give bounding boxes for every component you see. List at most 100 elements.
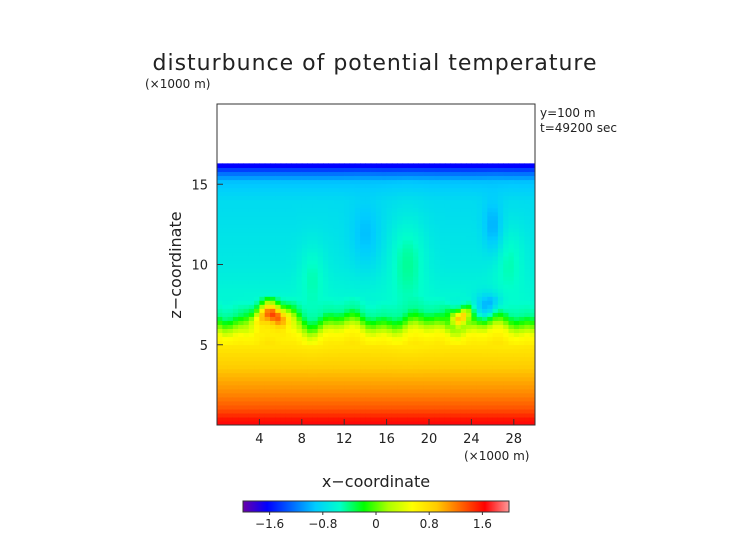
heat-cell <box>280 243 287 249</box>
heat-cell <box>397 235 404 241</box>
heat-cell <box>328 292 335 297</box>
heat-cell <box>222 259 229 265</box>
heat-cell <box>338 247 345 253</box>
heat-cell <box>232 215 239 221</box>
heat-cell <box>503 191 510 197</box>
heat-cell <box>270 227 276 233</box>
heat-cell <box>291 195 298 201</box>
heat-cell <box>524 316 531 321</box>
heat-cell <box>482 187 488 193</box>
heat-cell <box>264 416 271 422</box>
heat-cell <box>492 368 499 374</box>
heat-cell <box>434 268 441 273</box>
heat-cell <box>439 316 446 321</box>
heat-cell <box>439 187 446 193</box>
heat-cell <box>243 332 250 338</box>
heat-cell <box>222 356 229 362</box>
heat-cell <box>466 356 472 362</box>
heat-cell <box>243 356 250 362</box>
heat-cell <box>386 416 393 422</box>
heat-cell <box>402 191 409 197</box>
heat-cell <box>296 336 303 342</box>
heat-cell <box>285 167 292 173</box>
heat-cell <box>407 296 414 301</box>
heat-cell <box>471 231 478 237</box>
heat-cell <box>391 396 398 402</box>
heat-cell <box>264 183 271 189</box>
heat-cell <box>317 179 324 185</box>
heat-cell <box>264 388 271 394</box>
heat-cell <box>455 312 462 317</box>
heat-cell <box>476 396 483 402</box>
heat-cell <box>381 384 388 390</box>
heat-cell <box>429 312 435 317</box>
heat-cell <box>370 404 377 410</box>
heat-cell <box>444 372 451 378</box>
heat-cell <box>370 211 377 217</box>
heat-cell <box>444 332 451 338</box>
heat-cell <box>423 416 430 422</box>
heat-cell <box>391 163 398 168</box>
heat-cell <box>476 308 483 313</box>
heat-cell <box>323 300 329 305</box>
heat-cell <box>529 296 535 301</box>
heat-cell <box>397 284 404 289</box>
heat-cell <box>397 304 404 309</box>
heat-cell <box>317 420 324 425</box>
heat-cell <box>381 207 388 213</box>
heat-cell <box>301 223 308 229</box>
heat-cell <box>471 300 478 305</box>
heat-cell <box>482 191 488 197</box>
heat-cell <box>471 380 478 386</box>
heat-cell <box>275 376 282 382</box>
heat-cell <box>222 276 229 281</box>
heat-cell <box>301 348 308 354</box>
heat-cell <box>254 380 260 386</box>
heat-cell <box>349 368 356 374</box>
heat-cell <box>397 412 404 418</box>
heat-cell <box>402 336 409 342</box>
heat-cell <box>386 324 393 329</box>
heat-cell <box>381 227 388 233</box>
heat-cell <box>386 268 393 273</box>
heat-cell <box>344 167 351 173</box>
heat-cell <box>312 312 319 317</box>
heat-cell <box>381 235 388 241</box>
heat-cell <box>482 268 488 273</box>
heat-cell <box>365 352 372 358</box>
heat-cell <box>312 360 319 366</box>
heat-cell <box>333 231 340 237</box>
heat-cell <box>275 396 282 402</box>
heat-cell <box>381 404 388 410</box>
heat-cell <box>291 280 298 285</box>
heat-cell <box>333 288 340 293</box>
heat-cell <box>264 199 271 205</box>
heat-cell <box>455 416 462 422</box>
heat-cell <box>402 364 409 370</box>
heat-cell <box>312 284 319 289</box>
heat-cell <box>397 336 404 342</box>
heat-cell <box>248 280 255 285</box>
heat-cell <box>460 312 467 317</box>
heat-cell <box>402 340 409 346</box>
heat-cell <box>365 364 372 370</box>
heat-cell <box>524 264 531 269</box>
heat-cell <box>243 268 250 273</box>
heat-cell <box>275 255 282 261</box>
heat-cell <box>254 348 260 354</box>
heat-cell <box>402 179 409 185</box>
heat-cell <box>301 195 308 201</box>
heat-cell <box>397 340 404 346</box>
heat-cell <box>354 292 361 297</box>
heat-cell <box>232 167 239 173</box>
heat-cell <box>513 247 520 253</box>
heat-cell <box>492 352 499 358</box>
heat-cell <box>529 207 535 213</box>
heat-cell <box>450 384 457 390</box>
heat-cell <box>524 211 531 217</box>
heat-cell <box>344 183 351 189</box>
heat-cell <box>280 388 287 394</box>
heat-cell <box>439 215 446 221</box>
heat-cell <box>259 372 266 378</box>
heat-cell <box>344 348 351 354</box>
